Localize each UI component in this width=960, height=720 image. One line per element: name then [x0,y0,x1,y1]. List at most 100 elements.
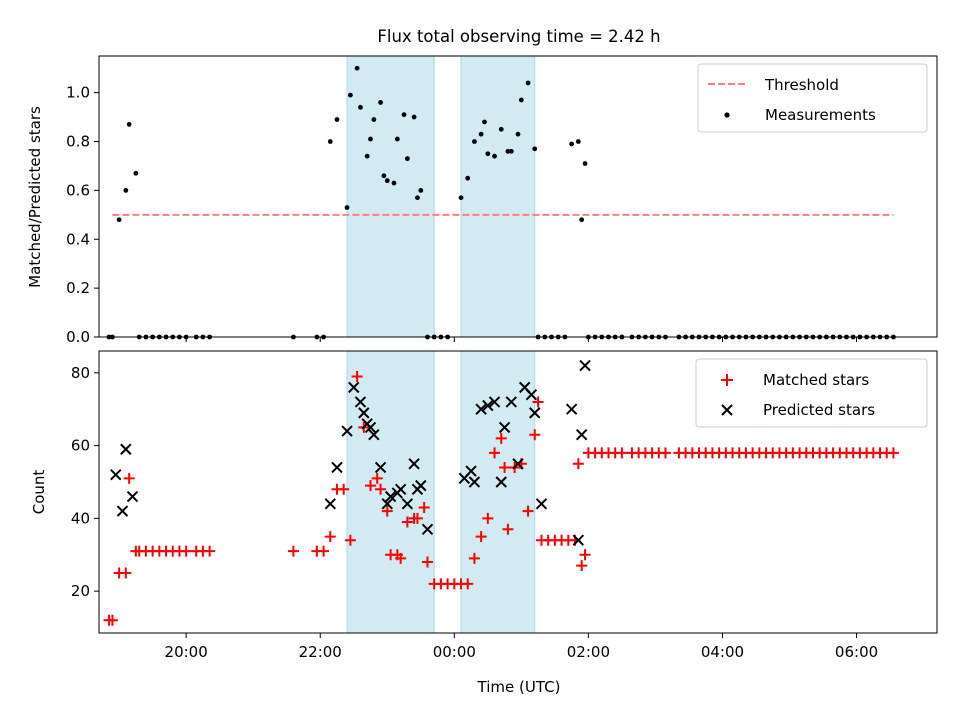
matched-point [324,531,336,543]
matched-point [401,516,413,528]
matched-point [499,461,511,473]
measurement-point [515,131,521,137]
measurement-point [579,217,585,223]
measurement-point [401,112,407,118]
predicted-point [498,421,511,434]
measurement-point [391,180,397,186]
measurement-point [472,139,477,144]
chart-title: Flux total observing time = 2.42 h [377,27,660,46]
predicted-point [394,483,407,495]
legend-predicted-label: Predicted stars [763,401,875,419]
measurement-point [485,151,491,157]
matched-point [495,432,507,444]
bottom-legend-frame [695,358,928,428]
matched-point [502,523,514,535]
predicted-point [354,396,367,408]
predicted-point [529,407,541,419]
predicted-point [505,396,518,408]
axes-frame [98,55,938,338]
observing-span [460,55,536,338]
matched-point [576,560,588,572]
measurement-point [525,80,531,86]
measurement-point [492,153,497,159]
matched-point [381,505,393,517]
measurement-point [116,217,122,223]
legend-predicted-swatch [721,404,733,416]
y-tick-label: 0.8 [66,133,90,151]
y-tick-label: 1.0 [66,84,90,102]
predicted-point [348,381,360,394]
predicted-point [572,534,585,546]
y-tick-label: 20 [71,582,90,600]
matched-point [579,549,591,561]
matched-point [344,534,356,546]
measurement-point [411,114,417,120]
predicted-point [565,403,578,415]
predicted-point [126,490,139,503]
matched-point [338,483,350,495]
matched-point [489,447,501,459]
legend-measurements-label: Measurements [765,106,876,124]
matched-point [180,545,192,557]
measurement-point [404,156,410,162]
matched-point [318,545,330,557]
matched-point [123,472,135,484]
predicted-point [368,428,380,441]
matched-point [395,552,407,564]
matched-point [287,545,299,557]
measurement-point [569,141,575,147]
measurement-point [575,139,581,144]
measurement-point [364,153,370,159]
measurement-point [498,126,504,132]
observing-span [460,350,536,634]
y-tick-label: 60 [71,437,90,455]
predicted-point [384,490,397,503]
legend-threshold-label: Threshold [764,76,839,94]
measurement-point [378,100,383,105]
predicted-point [415,479,427,492]
predicted-point [512,458,524,470]
y-tick-label: 0.2 [66,279,90,297]
y-tick-label: 0.6 [66,181,90,199]
axes-frame [98,350,938,634]
matched-point [529,429,541,441]
measurement-point [133,170,139,176]
matched-point [375,483,387,495]
measurement-point [358,104,363,110]
predicted-point [324,498,336,510]
matched-point [204,545,216,557]
x-tick-label: 06:00 [835,643,878,661]
matched-point [411,512,423,524]
measurement-point [126,122,132,127]
measurement-point [384,178,390,184]
observing-span [346,55,435,338]
measurement-point [482,119,487,125]
predicted-point [358,407,370,419]
predicted-point [465,465,477,477]
predicted-point [482,399,494,412]
measurement-point [327,139,333,144]
matched-point [421,556,433,568]
measurement-point [418,187,424,193]
matched-point [659,447,671,459]
x-tick-label: 22:00 [299,643,342,661]
measurement-point [505,148,511,154]
legend-matched-swatch [721,374,733,386]
measurement-point [368,136,373,142]
predicted-point [110,469,122,481]
x-tick-label: 00:00 [433,643,476,661]
predicted-point [475,403,487,415]
matched-point [616,447,628,459]
top-legend: Threshold Measurements [697,63,928,133]
measurement-point [381,173,387,179]
predicted-point [468,476,481,488]
matched-point [482,512,494,524]
matched-point [532,396,544,408]
predicted-point [495,476,507,488]
predicted-point [579,359,591,372]
x-tick-label: 04:00 [701,643,744,661]
predicted-point [535,498,548,510]
x-tick-label: 20:00 [165,643,208,661]
predicted-point [408,458,420,470]
